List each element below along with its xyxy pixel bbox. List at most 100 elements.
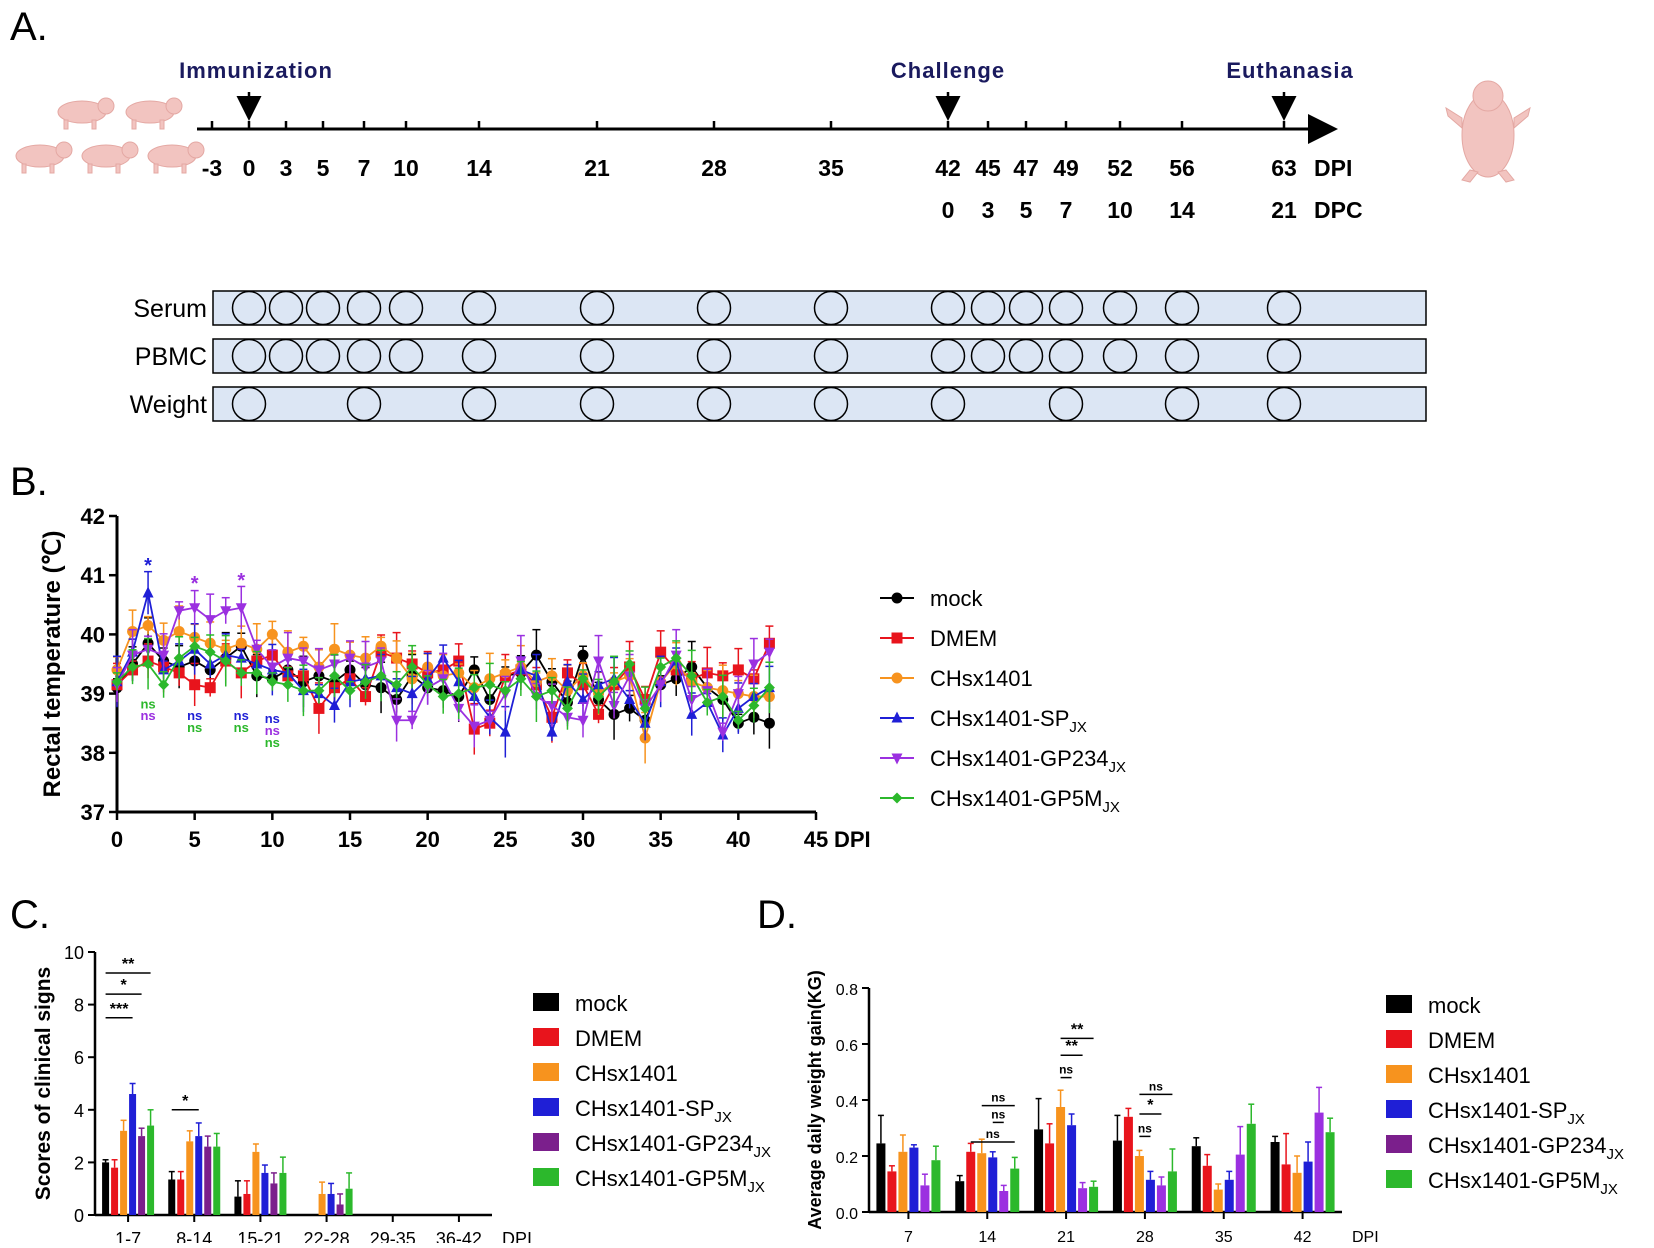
data-point — [748, 659, 760, 671]
bar-GP234_line — [1156, 1185, 1166, 1212]
significance-label: * — [120, 977, 127, 994]
dpi-tick-label: 56 — [1169, 155, 1195, 181]
dpc-tick-label: 14 — [1169, 197, 1195, 223]
bar-GP5M — [345, 1188, 353, 1215]
legend-label-name: DMEM — [575, 1026, 642, 1051]
data-point — [406, 661, 418, 673]
data-point — [204, 682, 216, 694]
legend-label-name: CHsx1401-SP — [575, 1096, 714, 1121]
data-point — [282, 679, 294, 691]
data-point — [142, 658, 154, 670]
x-axis-title: DPI — [502, 1229, 532, 1243]
dpc-tick-label: 5 — [1020, 197, 1033, 223]
significance-label: * — [144, 555, 152, 577]
legend-marker — [891, 632, 903, 644]
legend-label-subscript: JX — [1607, 1146, 1625, 1163]
legend-label-subscript: JX — [747, 1179, 765, 1196]
sample-point-circle — [1008, 290, 1044, 326]
data-point — [127, 661, 139, 673]
legend-label: DMEM — [1428, 1028, 1495, 1053]
pigs-group-icon — [15, 97, 205, 174]
data-point — [530, 691, 542, 703]
bar-mock — [102, 1162, 110, 1215]
data-point — [344, 675, 356, 687]
data-point — [686, 707, 698, 719]
data-point — [763, 682, 775, 694]
legend-swatch — [533, 1098, 559, 1116]
legend-label-name: CHsx1401-GP5M — [575, 1166, 747, 1191]
data-point — [484, 679, 496, 691]
data-point — [624, 658, 636, 670]
legend-swatch — [1386, 1135, 1412, 1153]
legend-label: CHsx1401-GP234JX — [1428, 1133, 1624, 1163]
significance-label: ns — [991, 1107, 1005, 1121]
sample-point-circle — [696, 290, 732, 326]
bar-SP — [1145, 1179, 1155, 1212]
sample-point-circle — [461, 338, 497, 374]
data-point — [655, 661, 667, 673]
legend-label: DMEM — [930, 626, 997, 651]
data-point — [158, 650, 170, 662]
dpi-tick-label: 0 — [243, 155, 256, 181]
dpi-tick-label: 52 — [1107, 155, 1133, 181]
sample-point-circle — [1164, 386, 1200, 422]
bar-GP234_line — [1314, 1112, 1324, 1212]
bar-GP234_bar — [204, 1146, 212, 1215]
sample-point-circle — [305, 290, 341, 326]
data-point — [391, 679, 403, 691]
legend-label-name: CHsx1401 — [930, 666, 1033, 691]
y-tick-label: 0.6 — [836, 1038, 858, 1055]
legend-swatch — [1386, 1030, 1412, 1048]
sample-point-circle — [1266, 290, 1302, 326]
data-point — [235, 667, 247, 679]
y-tick-label: 37 — [81, 800, 105, 825]
data-point — [655, 646, 667, 658]
dpi-tick-label: 10 — [393, 155, 419, 181]
legend-label-name: CHsx1401-SP — [930, 706, 1069, 731]
data-point — [422, 679, 434, 691]
dpc-tick-label: 10 — [1107, 197, 1133, 223]
bar-SP — [327, 1193, 335, 1215]
data-point — [266, 676, 278, 688]
bar-mock — [1112, 1140, 1122, 1212]
sample-point-circle — [930, 386, 966, 422]
legend-swatch — [1386, 1065, 1412, 1083]
legend-marker — [891, 592, 903, 604]
data-point — [313, 665, 325, 677]
temperature-chart: 37 38 39 40 41 42 0 5 10 15 20 25 30 35 40 45 DPI Rectal … — [39, 504, 871, 852]
bar-CHsx1401 — [1134, 1156, 1144, 1212]
legend-label: CHsx1401-GP234JX — [575, 1131, 771, 1161]
sample-point-circle — [1102, 338, 1138, 374]
legend-label: CHsx1401-GP5MJX — [575, 1166, 765, 1196]
x-tick-label: 35 — [648, 827, 672, 852]
x-tick-label: 5 — [189, 827, 201, 852]
dpi-tick-label: 14 — [466, 155, 492, 181]
bar-DMEM — [887, 1171, 897, 1212]
data-point — [297, 685, 309, 697]
bar-CHsx1401 — [1292, 1172, 1302, 1212]
bar-SP — [909, 1147, 919, 1212]
data-point — [468, 682, 480, 694]
sample-point-circle — [231, 290, 267, 326]
data-point — [235, 637, 247, 649]
bar-GP5M — [1167, 1171, 1177, 1212]
bar-GP5M — [1010, 1168, 1020, 1212]
bar-GP5M — [1246, 1123, 1256, 1212]
x-tick-label: 0 — [111, 827, 123, 852]
data-point — [391, 652, 403, 664]
dpi-tick-label: 49 — [1053, 155, 1079, 181]
legend-label-name: CHsx1401 — [1428, 1063, 1531, 1088]
legend-label-name: CHsx1401-GP5M — [930, 786, 1102, 811]
data-point — [328, 698, 340, 710]
data-point — [577, 693, 589, 705]
data-point — [763, 647, 775, 659]
bar-CHsx1401 — [977, 1153, 987, 1212]
significance-label: ns — [986, 1127, 1000, 1141]
bar-DMEM — [1123, 1116, 1133, 1212]
sample-point-circle — [579, 338, 615, 374]
dpi-tick-label: 47 — [1013, 155, 1039, 181]
sample-point-circle — [930, 338, 966, 374]
y-tick-label: 2 — [74, 1153, 84, 1173]
data-point — [406, 715, 418, 727]
